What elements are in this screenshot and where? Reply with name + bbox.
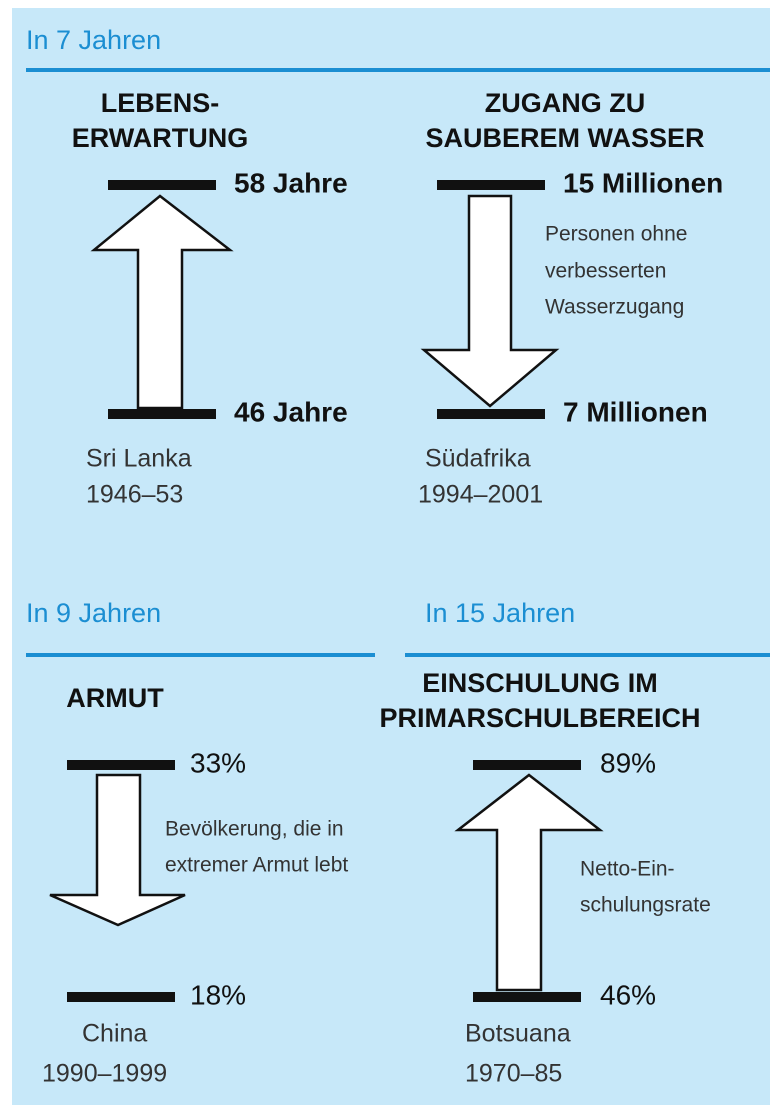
note: Personen ohne: [545, 223, 687, 246]
level-bar: [67, 992, 175, 1002]
period: 1970–85: [465, 1060, 562, 1088]
background: [12, 8, 770, 1105]
level-bar: [108, 180, 216, 190]
note: Wasserzugang: [545, 296, 684, 319]
panel-title: EINSCHULUNG IM: [422, 668, 658, 698]
panel-title: PRIMARSCHULBEREICH: [379, 703, 700, 733]
level-bar: [108, 409, 216, 419]
level-bar: [67, 760, 175, 770]
period: 1994–2001: [418, 481, 543, 509]
panel-title: ZUGANG ZU: [485, 88, 645, 118]
level-bar: [437, 180, 545, 190]
bottom-value: 46%: [600, 979, 656, 1010]
level-bar: [473, 760, 581, 770]
country: Botsuana: [465, 1020, 571, 1048]
section-heading: In 7 Jahren: [26, 25, 161, 55]
note: verbesserten: [545, 260, 666, 283]
down-arrow: [49, 773, 186, 927]
level-bar: [437, 409, 545, 419]
section-heading: In 15 Jahren: [425, 598, 575, 628]
panel-title: LEBENS-: [101, 88, 220, 118]
section-heading: In 9 Jahren: [26, 598, 161, 628]
top-value: 89%: [600, 747, 656, 778]
panel-title: SAUBEREM WASSER: [425, 123, 704, 153]
period: 1946–53: [86, 481, 183, 509]
bottom-value: 46 Jahre: [234, 396, 348, 427]
note: extremer Armut lebt: [165, 854, 348, 877]
top-value: 33%: [190, 747, 246, 778]
period: 1990–1999: [42, 1060, 167, 1088]
bottom-value: 7 Millionen: [563, 396, 708, 427]
bottom-value: 18%: [190, 979, 246, 1010]
panel-title: ARMUT: [66, 683, 164, 713]
panel-title: ERWARTUNG: [72, 123, 249, 153]
down-arrow: [420, 194, 560, 408]
country: China: [82, 1020, 147, 1048]
top-value: 15 Millionen: [563, 167, 723, 198]
country: Südafrika: [425, 445, 531, 473]
note: Bevölkerung, die in: [165, 818, 344, 841]
note: Netto-Ein-: [580, 858, 675, 881]
country: Sri Lanka: [86, 445, 192, 473]
up-arrow: [90, 194, 234, 410]
note: schulungsrate: [580, 894, 711, 917]
up-arrow: [454, 773, 604, 992]
top-value: 58 Jahre: [234, 167, 348, 198]
level-bar: [473, 992, 581, 1002]
